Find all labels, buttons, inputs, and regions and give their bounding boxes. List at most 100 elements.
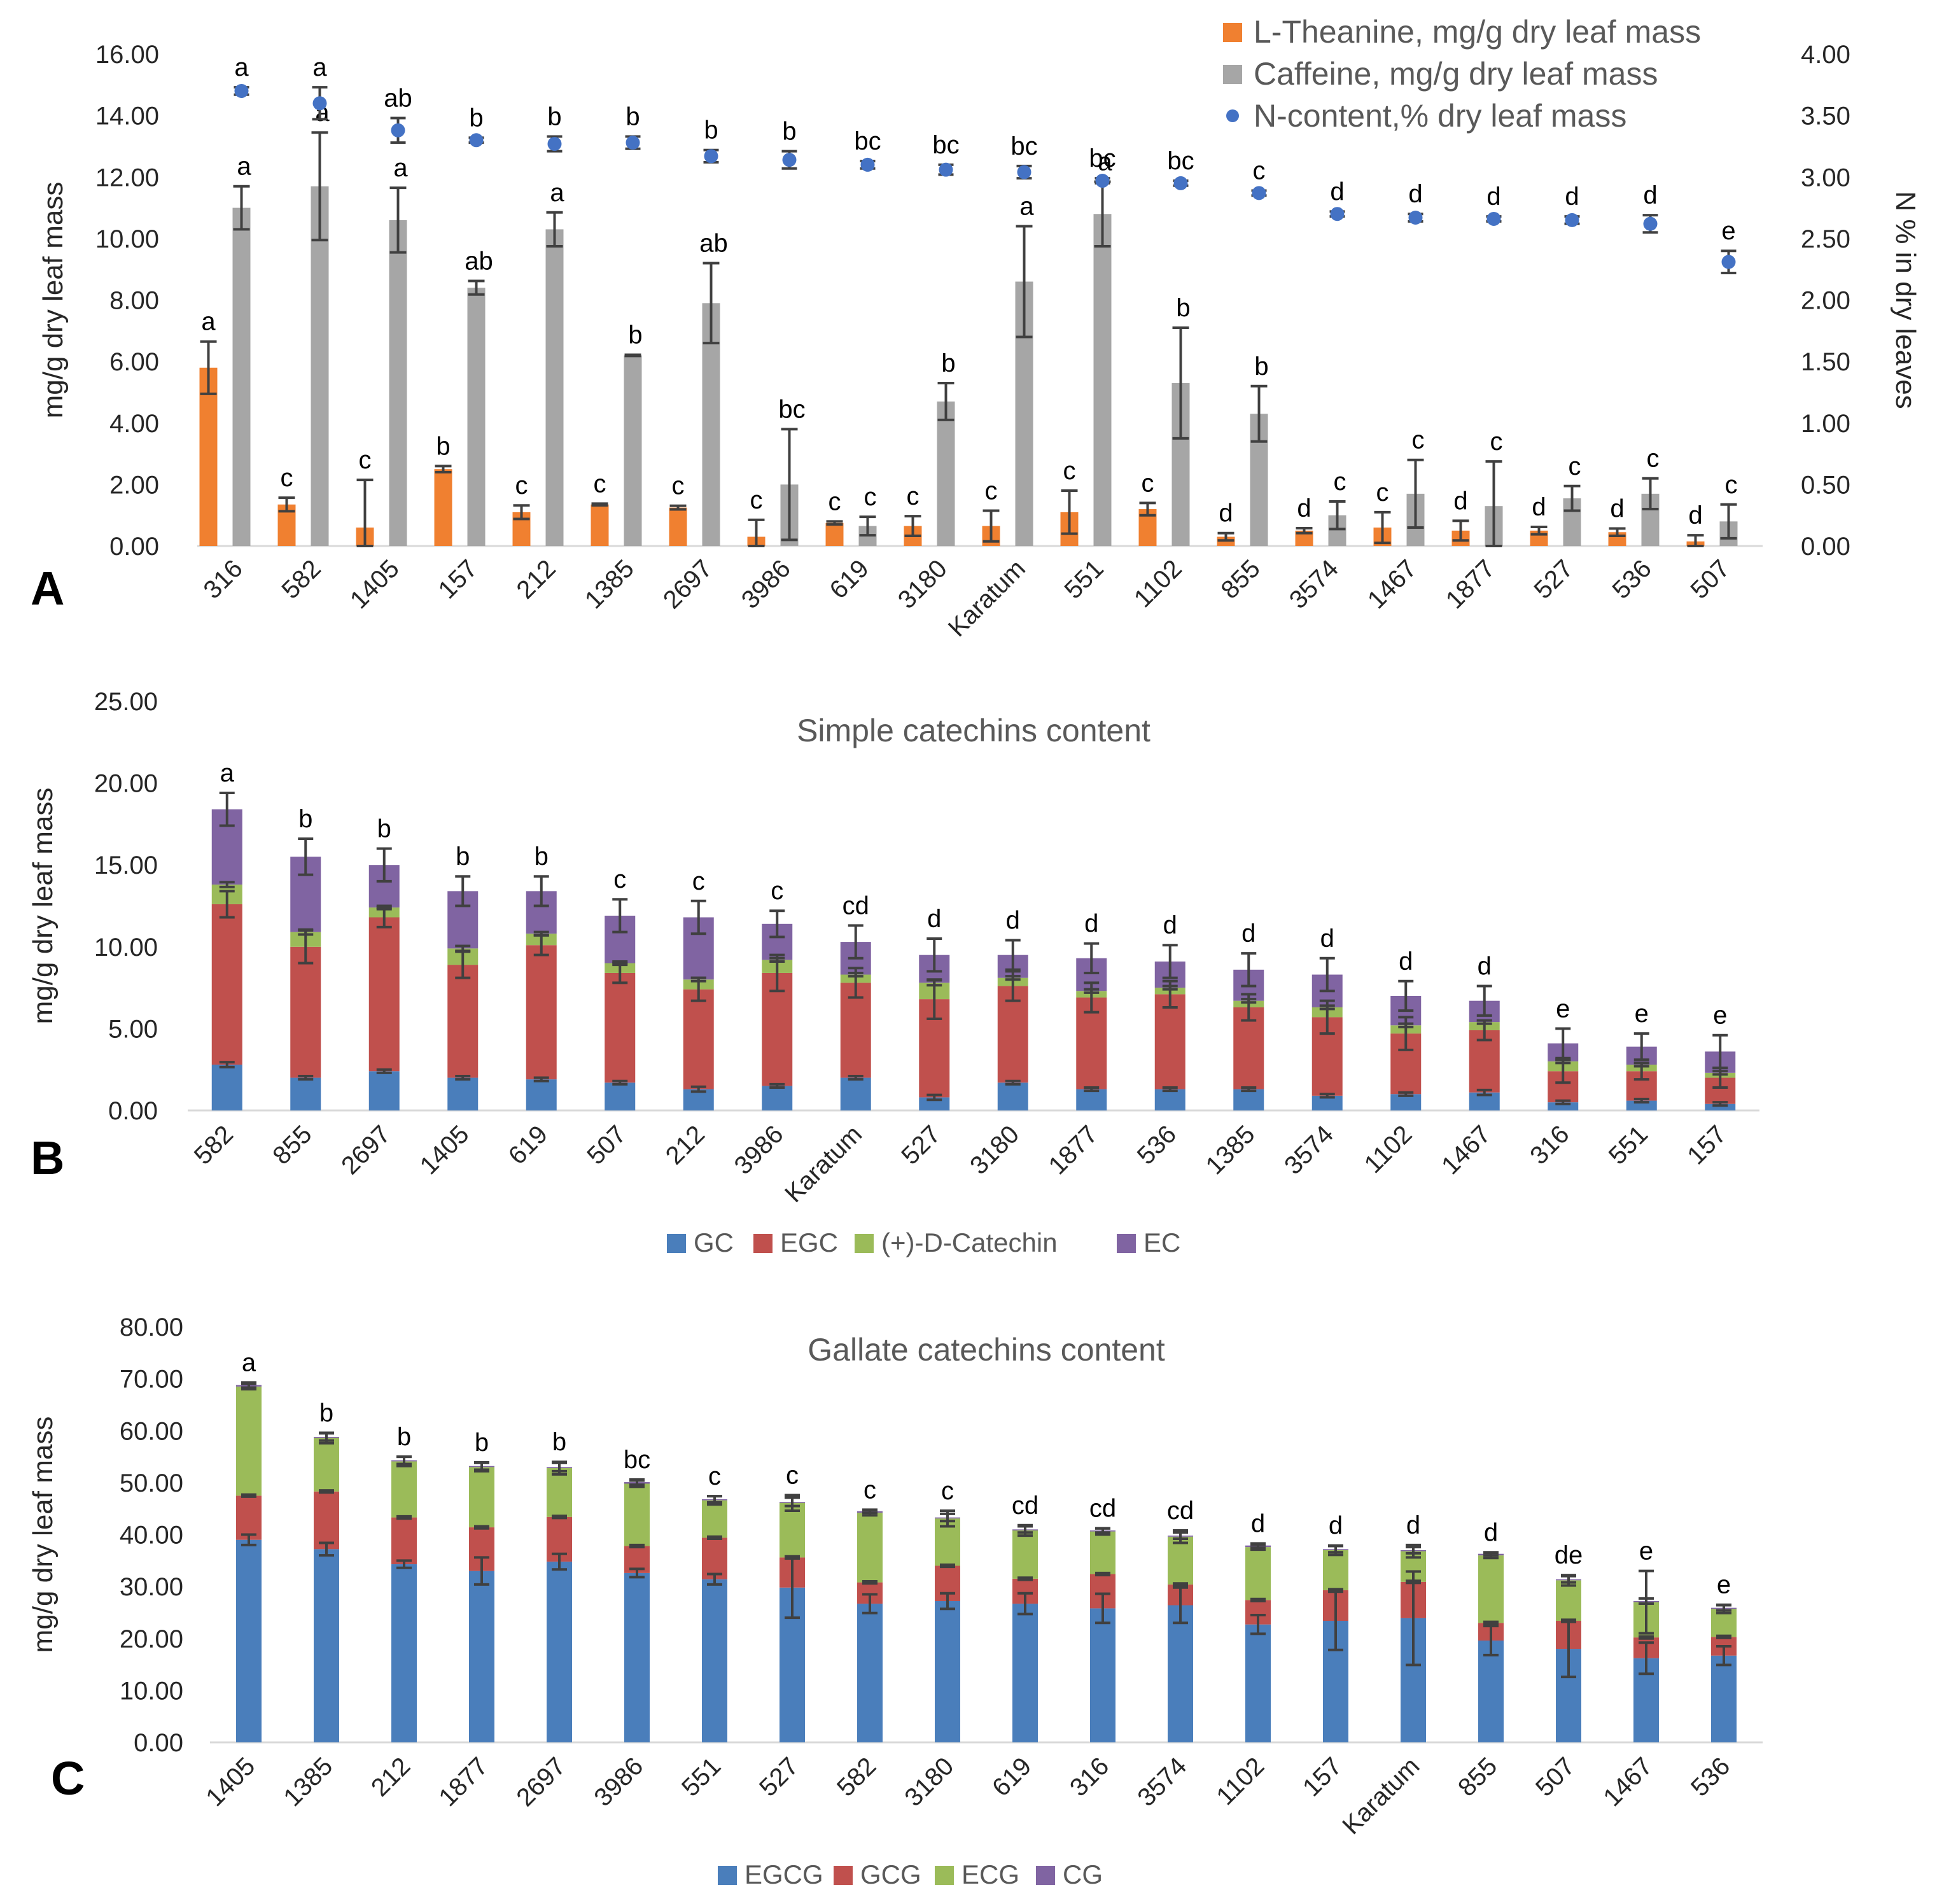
legend-swatch-gcg	[834, 1866, 853, 1885]
legend-swatch-egcg	[718, 1866, 737, 1885]
significance-letter: d	[1163, 911, 1177, 939]
egcg-bar-segment	[935, 1600, 960, 1742]
ncontent-letter: d	[1643, 181, 1657, 209]
y2-tick-label: 0.00	[1801, 533, 1850, 561]
egc-bar-segment	[605, 972, 636, 1083]
panel-c-chart: 0.00 10.00 20.00 30.00 40.00 50.00 60.00 70.00 8…	[27, 1313, 1763, 1889]
significance-letter: cd	[1089, 1495, 1116, 1523]
ncontent-letter: bc	[1167, 147, 1194, 175]
y2-tick-label: 2.00	[1801, 287, 1850, 315]
significance-letter: c	[864, 1476, 876, 1504]
significance-letter: a	[220, 759, 235, 787]
gc-bar-segment	[368, 1071, 400, 1110]
x-tick-label: 2697	[336, 1120, 396, 1180]
caffeine-letter: b	[1254, 353, 1268, 381]
gc-bar-segment	[211, 1064, 242, 1110]
x-tick-label: 536	[1686, 1752, 1735, 1802]
significance-letter: b	[377, 815, 391, 843]
ncontent-point	[234, 83, 249, 98]
ncontent-point	[1486, 211, 1501, 226]
y-tick-label: 14.00	[95, 102, 159, 130]
gcg-bar-segment	[391, 1517, 417, 1565]
legend: L-Theanine, mg/g dry leaf mass Caffeine, …	[1223, 14, 1701, 134]
ncontent-point	[1643, 216, 1658, 231]
caffeine-bar	[232, 207, 251, 546]
caffeine-letter: b	[1176, 294, 1190, 322]
x-tick-label: 2697	[658, 554, 718, 614]
x-tick-label: 1405	[345, 554, 405, 614]
y-tick-label: 40.00	[120, 1522, 183, 1550]
significance-letter: d	[927, 905, 941, 933]
panel-letter-c: C	[51, 1752, 85, 1805]
ncontent-point	[1252, 186, 1266, 200]
legend: EGCG GCG ECG CG	[718, 1859, 1103, 1889]
chart-title: Gallate catechins content	[808, 1332, 1165, 1368]
significance-letter: e	[1713, 1002, 1727, 1030]
ncontent-letter: bc	[1089, 144, 1115, 172]
egcg-bar-segment	[469, 1571, 494, 1742]
egcg-bar-segment	[1711, 1655, 1737, 1742]
theanine-letter: c	[985, 477, 998, 505]
significance-letter: c	[941, 1477, 954, 1505]
caffeine-letter: ab	[465, 248, 493, 276]
theanine-bar	[591, 504, 609, 546]
theanine-letter: c	[1376, 479, 1389, 507]
caffeine-letter: c	[1490, 428, 1503, 456]
y2-tick-label: 4.00	[1801, 41, 1850, 69]
y-tick-label: 20.00	[120, 1625, 183, 1653]
legend-swatch-gc	[667, 1234, 686, 1253]
significance-letter: d	[1329, 1512, 1343, 1540]
x-tick-label: 1102	[1129, 554, 1187, 613]
gc-bar-segment	[840, 1077, 871, 1110]
x-tick-label: 1877	[1044, 1120, 1103, 1180]
x-tick-label: 855	[267, 1120, 317, 1170]
x-tick-label: 3574	[1284, 554, 1344, 614]
x-tick-label: 1405	[200, 1752, 260, 1812]
x-tick-label: 582	[277, 554, 326, 604]
egc-bar-segment	[447, 965, 479, 1078]
legend-label-ncontent: N-content,% dry leaf mass	[1254, 98, 1626, 134]
egcg-bar-segment	[702, 1579, 727, 1742]
ecg-bar-segment	[857, 1513, 883, 1583]
legend-label-catechin: (+)-D-Catechin	[881, 1228, 1058, 1257]
legend-swatch-ec	[1117, 1234, 1136, 1253]
significance-letter: b	[456, 843, 470, 871]
y2-tick-label: 1.50	[1801, 348, 1850, 376]
ncontent-point	[860, 157, 875, 172]
ecg-bar-segment	[1245, 1547, 1271, 1600]
y2-axis-title: N % in dry leaves	[1890, 191, 1921, 409]
x-tick-label: 1467	[1362, 554, 1422, 614]
gc-bar-segment	[290, 1077, 321, 1110]
ncontent-point	[469, 133, 484, 148]
y-tick-label: 4.00	[109, 410, 159, 438]
theanine-bar	[825, 522, 844, 546]
theanine-letter: c	[359, 446, 372, 474]
significance-letter: de	[1555, 1541, 1583, 1569]
egcg-bar-segment	[1245, 1624, 1271, 1742]
caffeine-letter: a	[1019, 193, 1034, 221]
theanine-letter: c	[515, 472, 528, 500]
ncontent-letter: a	[312, 53, 327, 81]
y2-tick-label: 2.50	[1801, 225, 1850, 253]
panel-letter-a: A	[31, 562, 64, 615]
y-tick-label: 60.00	[120, 1417, 183, 1445]
egc-bar-segment	[211, 904, 242, 1065]
theanine-letter: d	[1532, 493, 1546, 521]
x-tick-label: 2697	[511, 1752, 571, 1812]
theanine-bar	[669, 507, 687, 546]
caffeine-bar	[624, 355, 642, 546]
x-tick-label: 507	[1530, 1752, 1580, 1802]
x-tick-label: 582	[832, 1752, 881, 1802]
x-tick-label: 212	[661, 1120, 710, 1170]
x-tick-label: 3574	[1279, 1120, 1339, 1180]
theanine-letter: c	[907, 482, 920, 510]
y-tick-label: 25.00	[94, 688, 158, 716]
gc-bar-segment	[1154, 1089, 1185, 1110]
x-tick-label: 619	[503, 1120, 553, 1170]
y-tick-label: 0.00	[108, 1097, 158, 1125]
x-tick-label: 3986	[729, 1120, 789, 1180]
caffeine-bar	[389, 220, 407, 546]
ecg-bar-segment	[1090, 1531, 1115, 1574]
x-tick-label: 551	[676, 1752, 726, 1802]
